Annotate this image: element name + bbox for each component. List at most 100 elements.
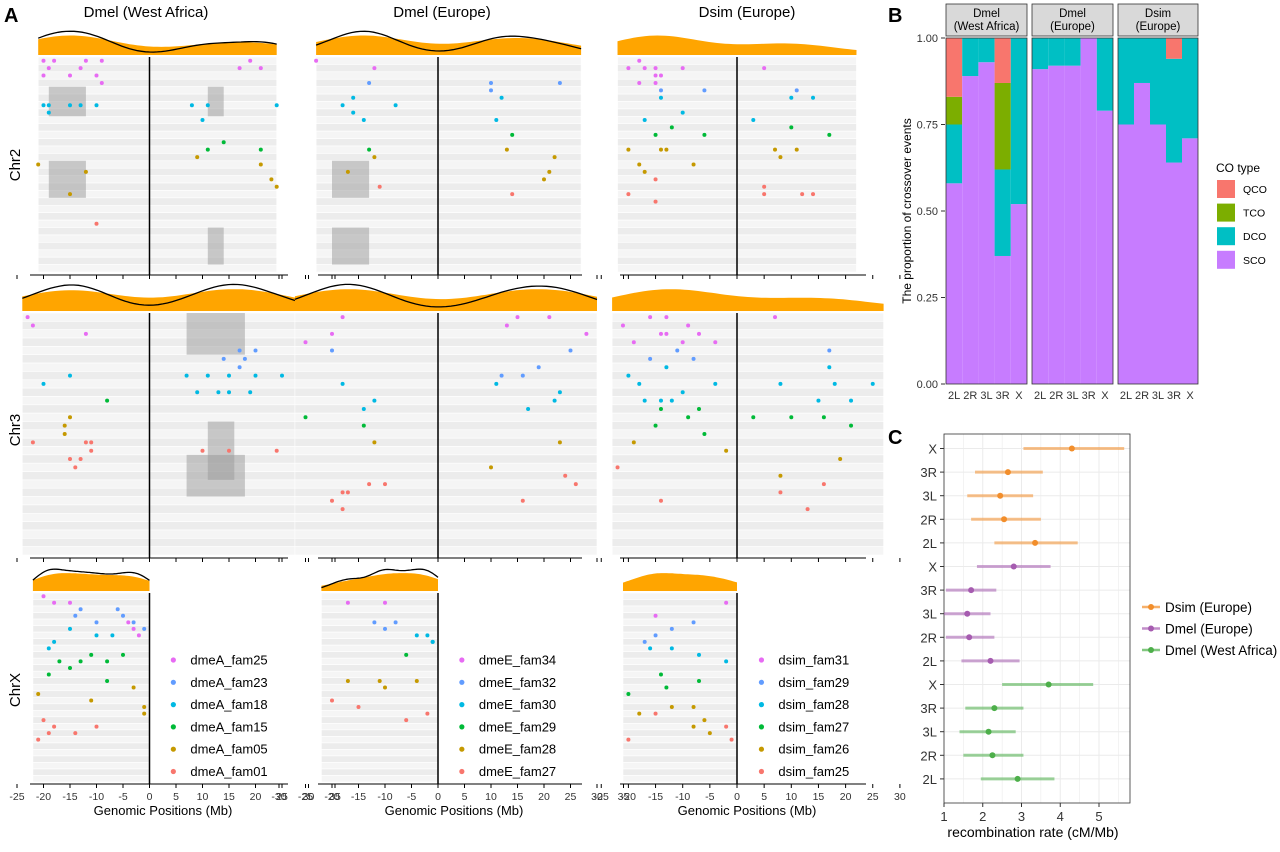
- co-point: [648, 356, 653, 361]
- track-band: [622, 683, 738, 692]
- bar-segment: [1080, 38, 1097, 384]
- co-point: [46, 103, 51, 108]
- x-tick-label: 5: [173, 791, 179, 803]
- y-tick-label: 3R: [920, 701, 937, 716]
- bar-segment: [1032, 69, 1049, 384]
- x-tick-label: -25: [9, 791, 24, 803]
- density-line: [294, 283, 598, 308]
- co-point: [345, 490, 350, 495]
- co-point: [41, 381, 46, 386]
- x-tick-label: 2L: [1034, 390, 1046, 402]
- co-point: [78, 659, 83, 664]
- x-tick-label: 25: [565, 791, 577, 803]
- x-tick-label: -30: [271, 791, 286, 803]
- x-tick-label: 20: [840, 791, 852, 803]
- co-point: [83, 331, 88, 336]
- co-point: [642, 169, 647, 174]
- co-point: [89, 652, 94, 657]
- facet-strip-label: Dmel (Europe): [1050, 8, 1095, 33]
- co-point: [68, 415, 72, 420]
- co-point: [41, 58, 46, 63]
- co-point: [41, 103, 46, 108]
- co-point: [669, 626, 674, 631]
- co-point: [94, 724, 99, 729]
- y-tick-label: 0.50: [917, 206, 938, 218]
- co-point: [653, 633, 658, 638]
- co-point: [653, 80, 658, 85]
- track-band: [622, 755, 738, 763]
- y-tick-label: 2L: [923, 654, 937, 669]
- co-point: [383, 626, 387, 631]
- track-band: [21, 354, 304, 364]
- co-point: [821, 415, 826, 420]
- estimate-point: [997, 492, 1004, 499]
- co-point: [669, 705, 674, 710]
- track-band: [611, 354, 884, 364]
- track-band: [622, 618, 738, 626]
- track-band: [611, 329, 884, 339]
- co-point: [393, 620, 398, 625]
- legend-label: dmeA_fam01: [190, 764, 267, 779]
- co-point: [849, 423, 854, 428]
- track-band: [315, 108, 582, 117]
- co-point: [691, 705, 696, 710]
- co-point: [52, 724, 57, 729]
- x-tick-label: 3R: [1082, 390, 1096, 402]
- bar-segment: [1048, 38, 1065, 66]
- track-band: [294, 471, 598, 481]
- x-tick-label: -20: [621, 791, 636, 803]
- bar-segment: [1064, 65, 1081, 385]
- track-band: [611, 471, 884, 481]
- track-band: [315, 116, 582, 125]
- track-band: [321, 612, 439, 620]
- co-point: [274, 184, 279, 189]
- co-point: [110, 633, 115, 638]
- track-band: [622, 612, 738, 620]
- co-point: [68, 457, 72, 462]
- co-point: [653, 73, 658, 78]
- legend-label: QCO: [1243, 184, 1267, 196]
- co-point: [253, 348, 258, 353]
- co-point: [713, 340, 718, 345]
- track-band: [622, 762, 738, 770]
- density-area: [617, 35, 857, 55]
- co-point: [351, 110, 356, 115]
- co-point: [584, 331, 589, 336]
- x-tick-label: 0: [147, 791, 153, 803]
- co-point: [372, 398, 377, 403]
- co-point: [195, 155, 200, 160]
- co-point: [68, 626, 72, 631]
- co-point: [205, 147, 210, 152]
- panel-label-c: C: [888, 427, 902, 449]
- track-band: [622, 690, 738, 698]
- legend-label: dmeE_fam34: [479, 653, 556, 668]
- track-band: [37, 116, 278, 125]
- co-point: [664, 331, 669, 336]
- density-area: [622, 573, 737, 591]
- track-band: [611, 412, 884, 422]
- track-band: [21, 479, 304, 489]
- track-band: [294, 379, 598, 389]
- co-point: [762, 192, 767, 197]
- co-point: [205, 373, 210, 378]
- panel-label-a: A: [4, 5, 18, 27]
- track-band: [21, 329, 304, 339]
- bar-segment: [1010, 38, 1027, 205]
- strip-line: Dsim: [1145, 8, 1171, 20]
- y-tick-label: 3L: [923, 489, 937, 504]
- track-band: [622, 599, 738, 607]
- co-point: [620, 323, 625, 328]
- track-band: [37, 212, 278, 221]
- strip-line: (Europe): [1136, 21, 1181, 33]
- track-band: [21, 437, 304, 447]
- track-band: [32, 768, 150, 776]
- track-band: [321, 723, 439, 731]
- track-band: [321, 716, 439, 724]
- co-point: [330, 348, 334, 353]
- co-point: [811, 192, 816, 197]
- co-point: [653, 613, 658, 618]
- co-point: [691, 162, 696, 167]
- co-point: [425, 633, 430, 638]
- track-band: [315, 197, 582, 206]
- track-band: [294, 404, 598, 414]
